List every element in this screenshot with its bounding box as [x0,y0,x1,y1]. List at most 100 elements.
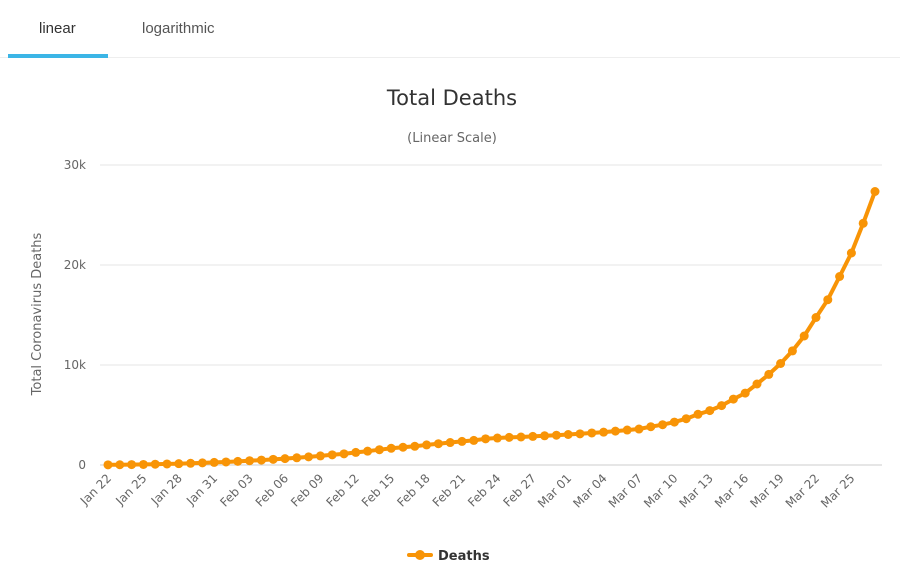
legend-marker [415,550,425,560]
active-tab-indicator [8,54,108,58]
data-point[interactable] [197,458,207,468]
data-point[interactable] [245,456,255,466]
series-line[interactable] [108,190,877,467]
data-point[interactable] [150,459,160,469]
data-point[interactable] [327,450,337,460]
data-point[interactable] [693,409,703,419]
data-point[interactable] [457,436,467,446]
data-point[interactable] [209,457,219,467]
data-point[interactable] [115,460,125,470]
data-point[interactable] [622,425,632,435]
data-point[interactable] [363,446,373,456]
data-point[interactable] [304,452,314,462]
data-point[interactable] [764,369,774,379]
data-point[interactable] [127,460,137,470]
x-tick-label: Feb 09 [288,471,326,509]
data-point[interactable] [705,406,715,416]
x-tick-label: Mar 25 [818,471,857,510]
data-point[interactable] [186,458,196,468]
x-tick-label: Jan 31 [183,471,220,508]
data-point[interactable] [575,429,585,439]
data-point[interactable] [422,440,432,450]
x-tick-label: Jan 25 [112,471,149,508]
x-tick-label: Mar 04 [570,471,609,510]
data-point[interactable] [551,430,561,440]
x-tick-label: Mar 22 [783,471,822,510]
x-tick-label: Feb 15 [359,471,397,509]
data-point[interactable] [610,426,620,436]
y-tick-label: 0 [78,458,86,472]
data-point[interactable] [268,454,278,464]
data-point[interactable] [445,438,455,448]
x-tick-label: Mar 07 [606,471,645,510]
data-point[interactable] [681,414,691,424]
data-point[interactable] [386,443,396,453]
data-point[interactable] [410,441,420,451]
data-point[interactable] [540,431,550,441]
data-point[interactable] [492,433,502,443]
data-point[interactable] [292,453,302,463]
x-tick-label: Jan 28 [148,471,185,508]
data-point[interactable] [752,379,762,389]
y-tick-label: 20k [64,258,86,272]
chart-title: Total Deaths [386,86,517,110]
data-point[interactable] [233,456,243,466]
data-point[interactable] [728,394,738,404]
tab-linear[interactable]: linear [39,20,76,37]
data-point[interactable] [823,295,833,305]
data-point[interactable] [339,449,349,459]
x-tick-label: Mar 10 [641,471,680,510]
data-point[interactable] [563,430,573,439]
data-point[interactable] [740,388,750,398]
data-point[interactable] [516,432,526,442]
data-point[interactable] [103,460,113,470]
data-point[interactable] [398,442,408,452]
data-point[interactable] [858,218,868,228]
x-tick-label: Mar 16 [712,471,751,510]
data-point[interactable] [634,424,644,434]
y-tick-label: 10k [64,358,86,372]
legend[interactable]: Deaths [407,549,490,564]
data-point[interactable] [315,451,325,461]
data-point[interactable] [351,447,361,457]
data-point[interactable] [528,431,538,441]
y-tick-label: 30k [64,158,86,172]
x-tick-label: Feb 06 [253,471,291,509]
data-point[interactable] [787,346,797,356]
gridlines [100,164,882,466]
x-tick-label: Mar 13 [677,471,716,510]
x-tick-label: Feb 18 [394,471,432,509]
data-point[interactable] [469,435,479,445]
data-point[interactable] [776,359,786,368]
data-point[interactable] [587,428,597,438]
data-point[interactable] [599,427,609,437]
data-point[interactable] [374,445,384,455]
x-tick-label: Feb 27 [500,471,538,509]
y-axis-ticks: 0 10k 20k 30k [64,158,86,472]
data-point[interactable] [835,272,845,281]
scale-tabs: linear logarithmic [0,0,900,58]
data-point[interactable] [846,248,856,258]
chart-subtitle: (Linear Scale) [407,131,497,146]
legend-label-deaths[interactable]: Deaths [438,549,490,564]
data-point[interactable] [717,401,727,411]
data-point[interactable] [658,420,668,430]
data-point[interactable] [433,439,443,449]
data-point[interactable] [174,459,184,469]
data-point[interactable] [221,457,231,467]
data-point[interactable] [646,422,656,432]
series-deaths[interactable] [103,187,880,470]
tab-logarithmic[interactable]: logarithmic [142,20,215,37]
data-point[interactable] [811,313,821,322]
data-point[interactable] [799,331,809,341]
data-point[interactable] [256,455,266,465]
data-point[interactable] [669,417,679,427]
data-point[interactable] [870,187,880,196]
data-point[interactable] [504,432,514,442]
deaths-chart: Total Deaths (Linear Scale) 0 10k 20k 30k T… [30,86,882,564]
data-point[interactable] [481,434,491,444]
data-point[interactable] [280,454,290,464]
data-point[interactable] [138,459,148,469]
data-point[interactable] [162,459,172,469]
